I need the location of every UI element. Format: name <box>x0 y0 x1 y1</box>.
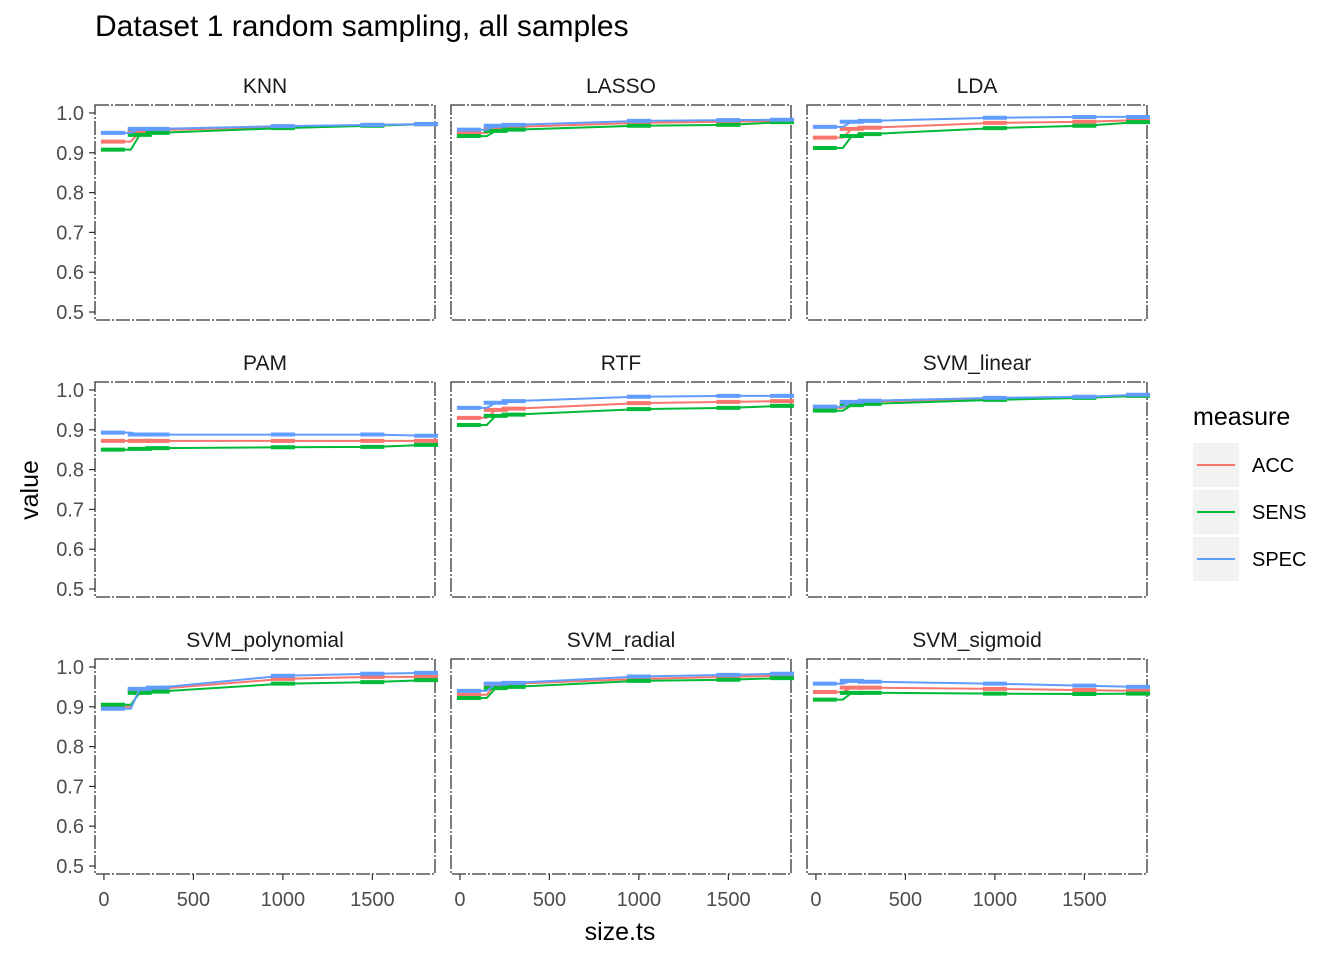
x-tick-label: 1000 <box>973 889 1018 911</box>
x-tick-label: 1500 <box>1062 889 1107 911</box>
strip-label: LDA <box>957 75 998 98</box>
y-tick-label: 0.9 <box>56 420 84 442</box>
strip-label: SVM_linear <box>923 352 1032 375</box>
panel-border <box>806 104 1148 321</box>
panel-border <box>450 104 792 321</box>
chart-title: Dataset 1 random sampling, all samples <box>95 10 629 43</box>
panel-border <box>806 381 1148 598</box>
y-tick-label: 0.5 <box>56 302 84 324</box>
panel-svm-linear: SVM_linear <box>806 352 1151 598</box>
y-tick-label: 0.7 <box>56 222 84 244</box>
y-tick-label: 0.9 <box>56 143 84 165</box>
x-tick-label: 0 <box>98 889 109 911</box>
x-tick-label: 1500 <box>350 889 395 911</box>
y-tick-label: 0.5 <box>56 856 84 878</box>
y-tick-label: 0.6 <box>56 262 84 284</box>
strip-label: SVM_sigmoid <box>912 629 1042 652</box>
y-tick-label: 0.9 <box>56 697 84 719</box>
panel-border <box>94 104 436 321</box>
panel-border <box>94 381 436 598</box>
x-tick-label: 0 <box>810 889 821 911</box>
x-tick-label: 1500 <box>706 889 751 911</box>
y-tick-label: 0.6 <box>56 816 84 838</box>
x-axis-title: size.ts <box>585 918 656 946</box>
legend-title: measure <box>1193 403 1290 431</box>
x-tick-label: 500 <box>533 889 566 911</box>
strip-label: KNN <box>243 75 287 98</box>
legend-label: SENS <box>1252 502 1306 524</box>
y-tick-label: 0.8 <box>56 460 84 482</box>
panel-lda: LDA <box>806 75 1151 321</box>
legend: measure ACC SENS SPEC <box>1193 403 1306 581</box>
y-tick-label: 0.5 <box>56 579 84 601</box>
y-tick-label: 1.0 <box>56 380 84 402</box>
strip-label: RTF <box>601 352 641 375</box>
legend-label: SPEC <box>1252 549 1306 571</box>
panel-svm-sigmoid: SVM_sigmoid 0 500 1000 1500 <box>806 629 1151 911</box>
panel-knn: KNN 0.5 0.6 0.7 0.8 0.9 1.0 <box>56 75 439 324</box>
strip-label: SVM_radial <box>567 629 676 652</box>
strip-label: PAM <box>243 352 287 375</box>
y-tick-label: 0.8 <box>56 737 84 759</box>
x-tick-label: 0 <box>454 889 465 911</box>
panel-pam: PAM 0.5 0.6 0.7 0.8 0.9 1.0 <box>56 352 439 601</box>
y-tick-label: 0.7 <box>56 776 84 798</box>
y-tick-label: 1.0 <box>56 657 84 679</box>
y-tick-label: 1.0 <box>56 103 84 125</box>
strip-label: LASSO <box>586 75 656 98</box>
x-tick-label: 500 <box>889 889 922 911</box>
x-tick-label: 500 <box>177 889 210 911</box>
x-tick-label: 1000 <box>261 889 306 911</box>
panel-svm-polynomial: SVM_polynomial 0.5 0.6 0.7 0.8 0.9 1.0 0 500 1000… <box>56 629 439 911</box>
x-tick-label: 1000 <box>617 889 662 911</box>
panel-lasso: LASSO <box>450 75 795 321</box>
strip-label: SVM_polynomial <box>186 629 344 652</box>
y-tick-label: 0.6 <box>56 539 84 561</box>
legend-label: ACC <box>1252 455 1294 477</box>
panel-svm-radial: SVM_radial 0 500 1000 1500 <box>450 629 795 911</box>
panel-rtf: RTF <box>450 352 795 598</box>
y-tick-label: 0.8 <box>56 183 84 205</box>
y-axis-title: value <box>16 460 44 520</box>
panel-border <box>450 658 792 875</box>
y-tick-label: 0.7 <box>56 499 84 521</box>
